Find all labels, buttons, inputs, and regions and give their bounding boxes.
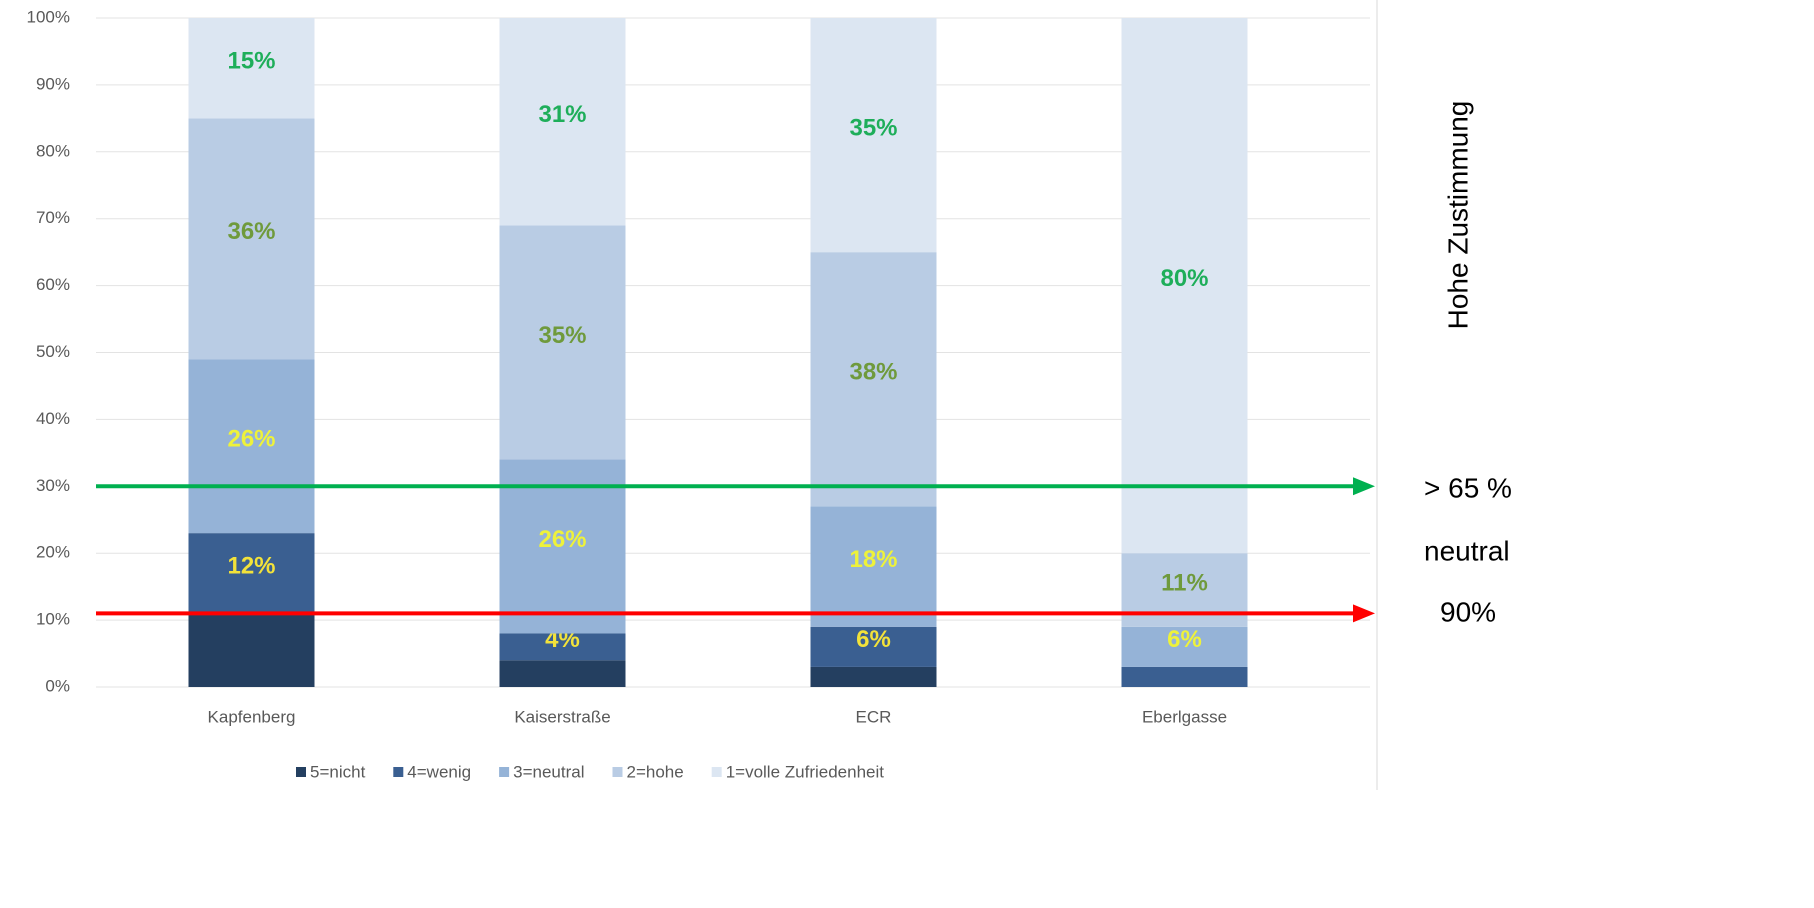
annotation: 90% <box>1440 596 1496 627</box>
bar-segment <box>810 666 937 687</box>
value-label: 6% <box>1167 626 1202 653</box>
y-tick-label: 10% <box>36 610 70 629</box>
value-label: 80% <box>1160 265 1208 292</box>
annotation: neutral <box>1424 535 1510 566</box>
y-tick-label: 70% <box>36 208 70 227</box>
legend-swatch <box>296 767 306 777</box>
value-label: 26% <box>227 426 275 453</box>
legend-swatch <box>499 767 510 777</box>
annotation: Hohe Zustimmung <box>1442 101 1473 330</box>
x-tick-label: ECR <box>856 707 892 726</box>
bar-segment <box>188 613 315 687</box>
legend-label: 1=volle Zufriedenheit <box>726 762 885 781</box>
legend-label: 2=hohe <box>626 762 683 781</box>
y-tick-label: 40% <box>36 409 70 428</box>
bar-segment <box>499 633 626 661</box>
x-tick-label: Kapfenberg <box>208 707 296 726</box>
bar-segment <box>810 18 937 253</box>
value-label: 15% <box>227 48 275 75</box>
bar-segment <box>499 459 626 634</box>
y-tick-label: 20% <box>36 543 70 562</box>
bar-segment <box>1121 18 1248 554</box>
bar-segment <box>499 225 626 460</box>
bar-segment <box>810 506 937 627</box>
legend-label: 4=wenig <box>407 762 471 781</box>
x-tick-label: Kaiserstraße <box>514 707 610 726</box>
y-tick-label: 60% <box>36 275 70 294</box>
bar-segment <box>1121 666 1248 687</box>
bar-segment <box>188 533 315 614</box>
value-label: 36% <box>227 218 275 245</box>
y-tick-label: 90% <box>36 74 70 93</box>
value-label: 35% <box>849 114 897 141</box>
value-label: 6% <box>856 626 891 653</box>
value-label: 12% <box>227 553 275 580</box>
bar-segment <box>499 18 626 226</box>
y-tick-label: 30% <box>36 476 70 495</box>
legend-label: 5=nicht <box>310 762 366 781</box>
bar-segment <box>499 660 626 687</box>
value-label: 26% <box>538 526 586 553</box>
value-label: 11% <box>1161 569 1208 596</box>
bar-segment <box>188 18 315 119</box>
y-tick-label: 50% <box>36 342 70 361</box>
y-tick-label: 80% <box>36 141 70 160</box>
legend-swatch <box>612 767 623 777</box>
bar-segment <box>188 359 315 534</box>
y-tick-label: 0% <box>45 676 70 695</box>
bar-segment <box>810 626 937 667</box>
legend-swatch <box>711 767 722 777</box>
legend-swatch <box>393 767 404 777</box>
x-tick-label: Eberlgasse <box>1142 707 1227 726</box>
legend-label: 3=neutral <box>513 762 584 781</box>
value-label: 18% <box>849 546 897 573</box>
arrow-head <box>1353 477 1375 496</box>
bar-segment <box>810 252 937 507</box>
value-label: 38% <box>849 359 897 386</box>
bar-segment <box>1121 626 1248 667</box>
arrow-head <box>1353 604 1375 623</box>
y-tick-label: 100% <box>27 7 70 26</box>
annotation: > 65 % <box>1424 472 1512 503</box>
bar-segment <box>188 118 315 360</box>
value-label: 31% <box>538 101 586 128</box>
value-label: 35% <box>538 322 586 349</box>
